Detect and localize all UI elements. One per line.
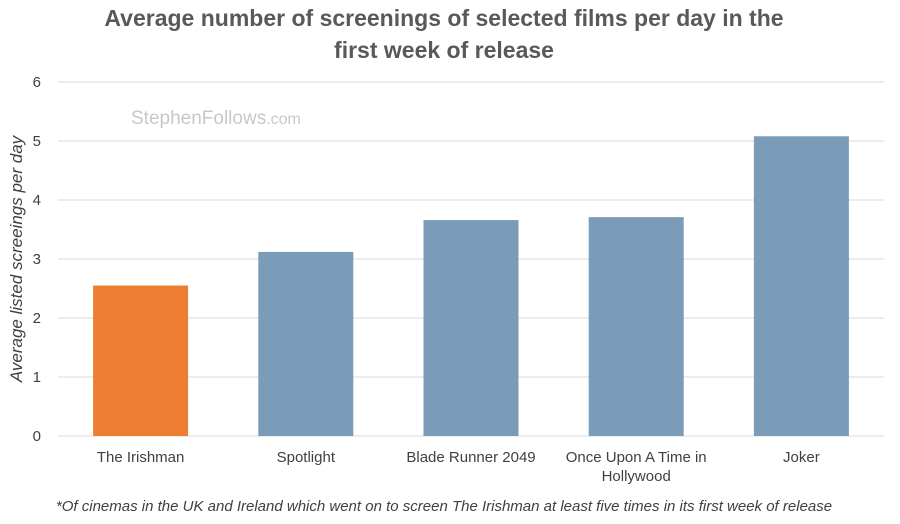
x-axis-categories: The Irishman Spotlight Blade Runner 2049 On… (97, 449, 820, 485)
y-tick-label: 1 (33, 369, 41, 386)
footnote: *Of cinemas in the UK and Ireland which … (56, 498, 832, 515)
y-tick-label: 5 (33, 133, 41, 150)
bar-2 (423, 220, 519, 436)
x-category-label: Blade Runner 2049 (406, 449, 535, 466)
y-axis-label: Average listed screeings per day (7, 134, 26, 383)
bar-0 (93, 285, 189, 436)
watermark: StephenFollows.com (131, 108, 301, 129)
y-tick-label: 3 (33, 251, 41, 268)
watermark-main: StephenFollows (131, 108, 266, 129)
bar-1 (258, 251, 354, 436)
x-category-label: Once Upon A Time in (566, 449, 707, 466)
x-category-label: Hollywood (602, 468, 671, 485)
bar-4 (753, 136, 849, 436)
y-tick-label: 0 (33, 428, 41, 445)
y-axis-ticks: 0 1 2 3 4 5 6 (33, 74, 41, 445)
chart-title-line: Average number of screenings of selected… (104, 5, 783, 31)
x-category-label: The Irishman (97, 449, 185, 466)
bar-3 (588, 217, 684, 436)
y-tick-label: 6 (33, 74, 41, 91)
x-category-label: Joker (783, 449, 820, 466)
chart-title-line: first week of release (334, 37, 554, 63)
watermark-suffix: .com (266, 111, 301, 128)
x-category-label: Spotlight (277, 449, 336, 466)
y-tick-label: 4 (33, 192, 41, 209)
bars (93, 136, 849, 436)
chart-title: Average number of screenings of selected… (104, 5, 783, 63)
y-tick-label: 2 (33, 310, 41, 327)
